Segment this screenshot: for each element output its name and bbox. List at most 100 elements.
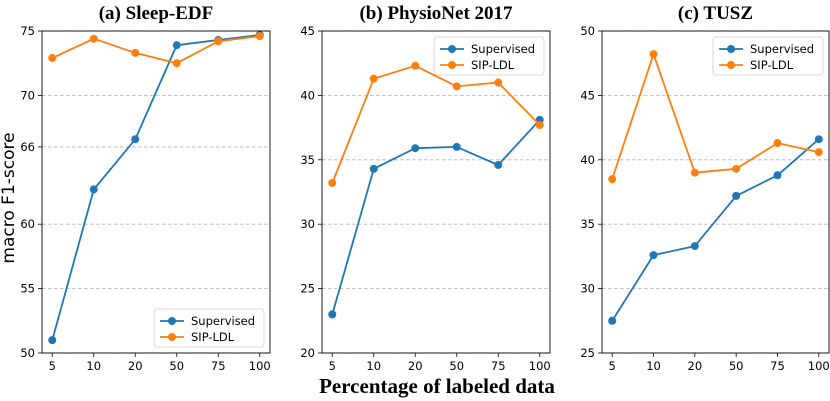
y-tick-label: 30 [300, 217, 315, 231]
data-point-sip-ldl [328, 178, 337, 187]
x-tick-label: 10 [366, 359, 381, 373]
y-tick-label: 55 [20, 282, 35, 296]
y-tick-label: 35 [300, 153, 315, 167]
y-tick-label: 40 [300, 88, 315, 102]
data-point-supervised [773, 171, 782, 180]
chart-panel-3: (c) TUSZ 25 30 35 40 45 50 5 10 20 50 75 100 Supervis… [580, 3, 829, 373]
series-line-sip-ldl [331, 64, 541, 184]
data-point-sip-ldl [494, 78, 503, 87]
y-tick-label: 45 [580, 88, 595, 102]
data-point-supervised [131, 135, 140, 144]
data-point-supervised [452, 142, 461, 151]
data-point-sip-ldl [369, 74, 378, 83]
data-point-supervised [328, 310, 337, 319]
x-tick-label: 20 [408, 359, 423, 373]
axes-frame [41, 30, 271, 354]
data-point-sip-ldl [649, 50, 658, 59]
series-line-supervised [51, 34, 260, 341]
data-point-supervised [494, 160, 503, 169]
data-point-sip-ldl [608, 175, 617, 184]
data-point-sip-ldl [732, 164, 741, 173]
y-tick-label: 20 [300, 346, 315, 360]
legend: Supervised SIP-LDL [153, 308, 265, 348]
x-tick-label: 100 [529, 359, 551, 373]
x-axis-label: Percentage of labeled data [319, 374, 555, 398]
legend-swatch-marker [727, 45, 735, 53]
data-point-supervised [89, 185, 98, 194]
x-tick-label: 75 [491, 359, 506, 373]
data-point-sip-ldl [535, 121, 544, 130]
data-point-supervised [608, 316, 617, 325]
y-tick-label: 30 [580, 282, 595, 296]
chart-title: (a) Sleep-EDF [99, 3, 214, 24]
x-tick-label: 100 [249, 359, 271, 373]
x-tick-label: 5 [329, 359, 336, 373]
chart-panels: (a) Sleep-EDF 50 55 60 66 70 75 5 10 20 50 75 100 Sup… [20, 3, 829, 373]
x-tick-label: 75 [211, 359, 226, 373]
data-point-supervised [411, 144, 420, 153]
legend-swatch-marker [448, 61, 456, 69]
data-point-sip-ldl [214, 37, 223, 46]
chart-panel-2: (b) PhysioNet 2017 20 25 30 35 40 45 5 10 20 50 75 1… [300, 3, 550, 373]
x-tick-label: 50 [729, 359, 744, 373]
data-point-sip-ldl [773, 139, 782, 148]
chart-title: (b) PhysioNet 2017 [359, 3, 513, 24]
legend-swatch-marker [168, 333, 176, 341]
legend: Supervised SIP-LDL [712, 36, 824, 76]
y-tick-label: 70 [20, 88, 35, 102]
legend-swatch-marker [168, 317, 176, 325]
x-tick-label: 50 [169, 359, 184, 373]
y-tick-label: 40 [580, 153, 595, 167]
x-tick-label: 10 [86, 359, 101, 373]
data-point-sip-ldl [814, 148, 823, 157]
data-point-supervised [732, 191, 741, 200]
data-point-sip-ldl [690, 168, 699, 177]
legend-swatch-marker [448, 45, 456, 53]
series-line-sip-ldl [611, 53, 819, 180]
data-point-sip-ldl [452, 82, 461, 91]
y-tick-label: 35 [580, 217, 595, 231]
legend-label: Supervised [750, 42, 814, 56]
y-tick-label: 45 [300, 24, 315, 38]
series-line-supervised [611, 138, 820, 322]
legend: Supervised SIP-LDL [433, 36, 545, 76]
legend-swatch-marker [727, 61, 735, 69]
data-point-supervised [48, 336, 57, 345]
data-point-supervised [814, 135, 823, 144]
x-tick-label: 100 [808, 359, 830, 373]
legend-label: Supervised [191, 314, 255, 328]
y-tick-label: 50 [20, 346, 35, 360]
y-tick-label: 60 [20, 217, 35, 231]
legend-label: SIP-LDL [750, 58, 794, 72]
series-line-sip-ldl [51, 35, 260, 65]
y-tick-label: 25 [580, 346, 595, 360]
y-tick-label: 75 [20, 24, 35, 38]
x-tick-label: 75 [770, 359, 785, 373]
data-point-sip-ldl [172, 59, 181, 68]
data-point-sip-ldl [411, 61, 420, 70]
x-tick-label: 5 [609, 359, 616, 373]
axes-frame [321, 30, 551, 354]
axes-frame [601, 30, 830, 354]
legend-label: SIP-LDL [471, 58, 515, 72]
data-point-supervised [649, 251, 658, 260]
x-tick-label: 20 [128, 359, 143, 373]
chart-title: (c) TUSZ [678, 3, 753, 24]
data-point-supervised [172, 41, 181, 50]
x-tick-label: 50 [449, 359, 464, 373]
data-point-sip-ldl [131, 48, 140, 57]
y-axis-label: macro F1-score [0, 132, 19, 263]
data-point-sip-ldl [255, 32, 264, 41]
x-tick-label: 20 [688, 359, 703, 373]
y-tick-label: 66 [20, 140, 35, 154]
data-point-sip-ldl [48, 54, 57, 63]
chart-panel-1: (a) Sleep-EDF 50 55 60 66 70 75 5 10 20 50 75 100 Sup… [20, 3, 270, 373]
y-tick-label: 25 [300, 282, 315, 296]
x-tick-label: 10 [646, 359, 661, 373]
legend-label: Supervised [471, 42, 535, 56]
data-point-supervised [369, 164, 378, 173]
data-point-supervised [690, 242, 699, 251]
data-point-sip-ldl [89, 34, 98, 43]
y-tick-label: 50 [580, 24, 595, 38]
